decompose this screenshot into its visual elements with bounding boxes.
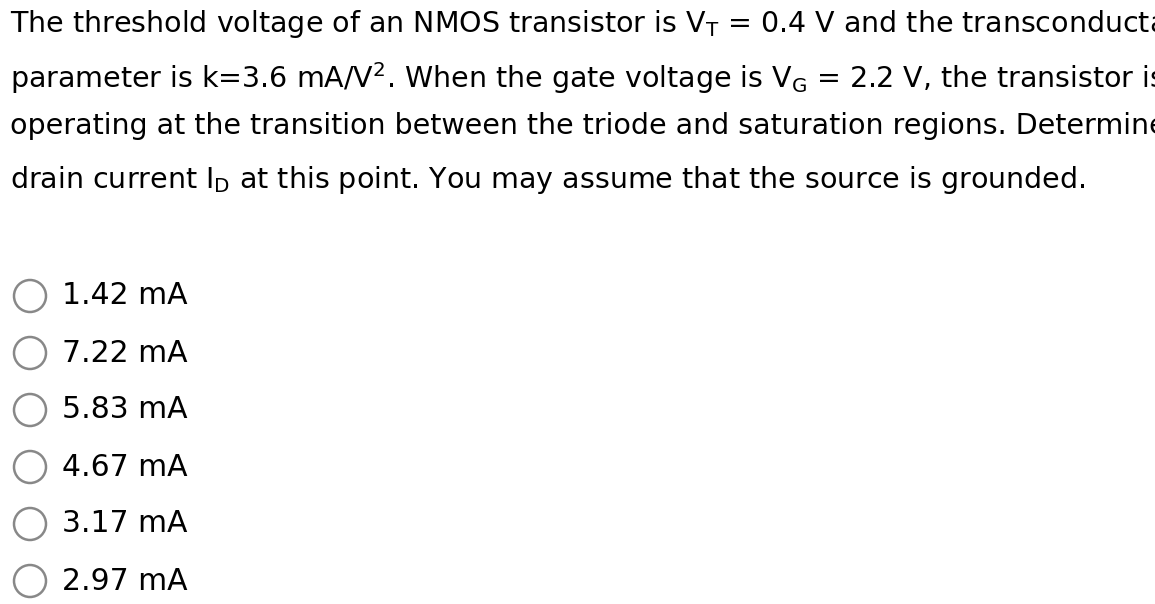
Text: parameter is k=3.6 mA/V$^2$. When the gate voltage is V$_\mathrm{G}$ = 2.2 V, th: parameter is k=3.6 mA/V$^2$. When the ga… [10,60,1155,96]
Text: 3.17 mA: 3.17 mA [62,510,187,539]
Text: 5.83 mA: 5.83 mA [62,396,187,425]
Text: 7.22 mA: 7.22 mA [62,338,187,367]
Text: 1.42 mA: 1.42 mA [62,281,187,310]
Text: The threshold voltage of an NMOS transistor is V$_\mathrm{T}$ = 0.4 V and the tr: The threshold voltage of an NMOS transis… [10,8,1155,40]
Text: 2.97 mA: 2.97 mA [62,567,187,596]
Text: operating at the transition between the triode and saturation regions. Determine: operating at the transition between the … [10,112,1155,140]
Text: 4.67 mA: 4.67 mA [62,452,187,481]
Text: drain current I$_\mathrm{D}$ at this point. You may assume that the source is gr: drain current I$_\mathrm{D}$ at this poi… [10,164,1086,196]
